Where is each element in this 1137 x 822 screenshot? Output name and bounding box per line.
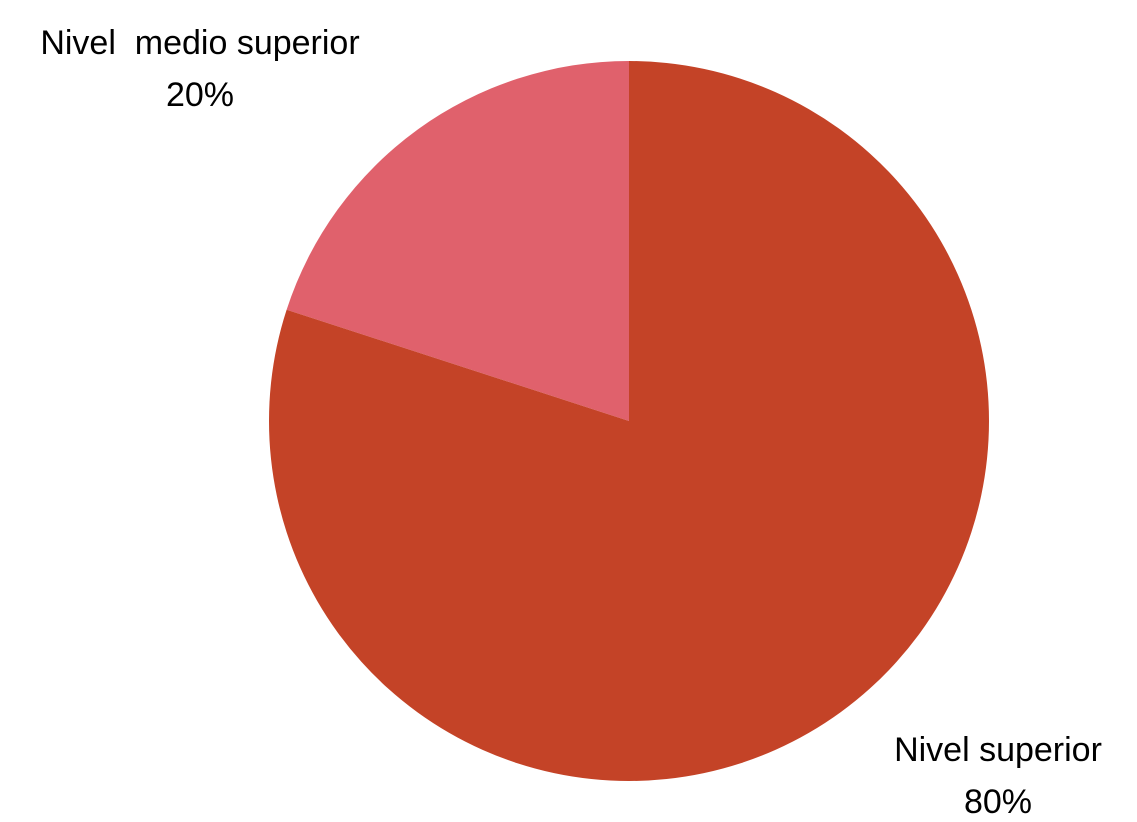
pie-slices — [269, 61, 990, 781]
slice-label-superior: Nivel superior — [894, 731, 1102, 769]
slice-value-medio-superior: 20% — [166, 76, 234, 114]
slice-label-medio-superior: Nivel medio superior — [40, 24, 359, 62]
data-label-group-superior: Nivel superior 80% — [894, 731, 1102, 821]
slice-value-superior: 80% — [964, 783, 1032, 821]
pie-slice-superior — [269, 61, 990, 781]
data-label-group-medio-superior: Nivel medio superior 20% — [40, 24, 359, 114]
pie-slice-medio-superior — [286, 61, 629, 421]
